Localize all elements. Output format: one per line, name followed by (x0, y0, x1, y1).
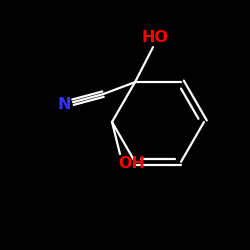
Text: OH: OH (118, 156, 146, 170)
Text: HO: HO (142, 30, 169, 45)
Text: N: N (57, 97, 71, 112)
